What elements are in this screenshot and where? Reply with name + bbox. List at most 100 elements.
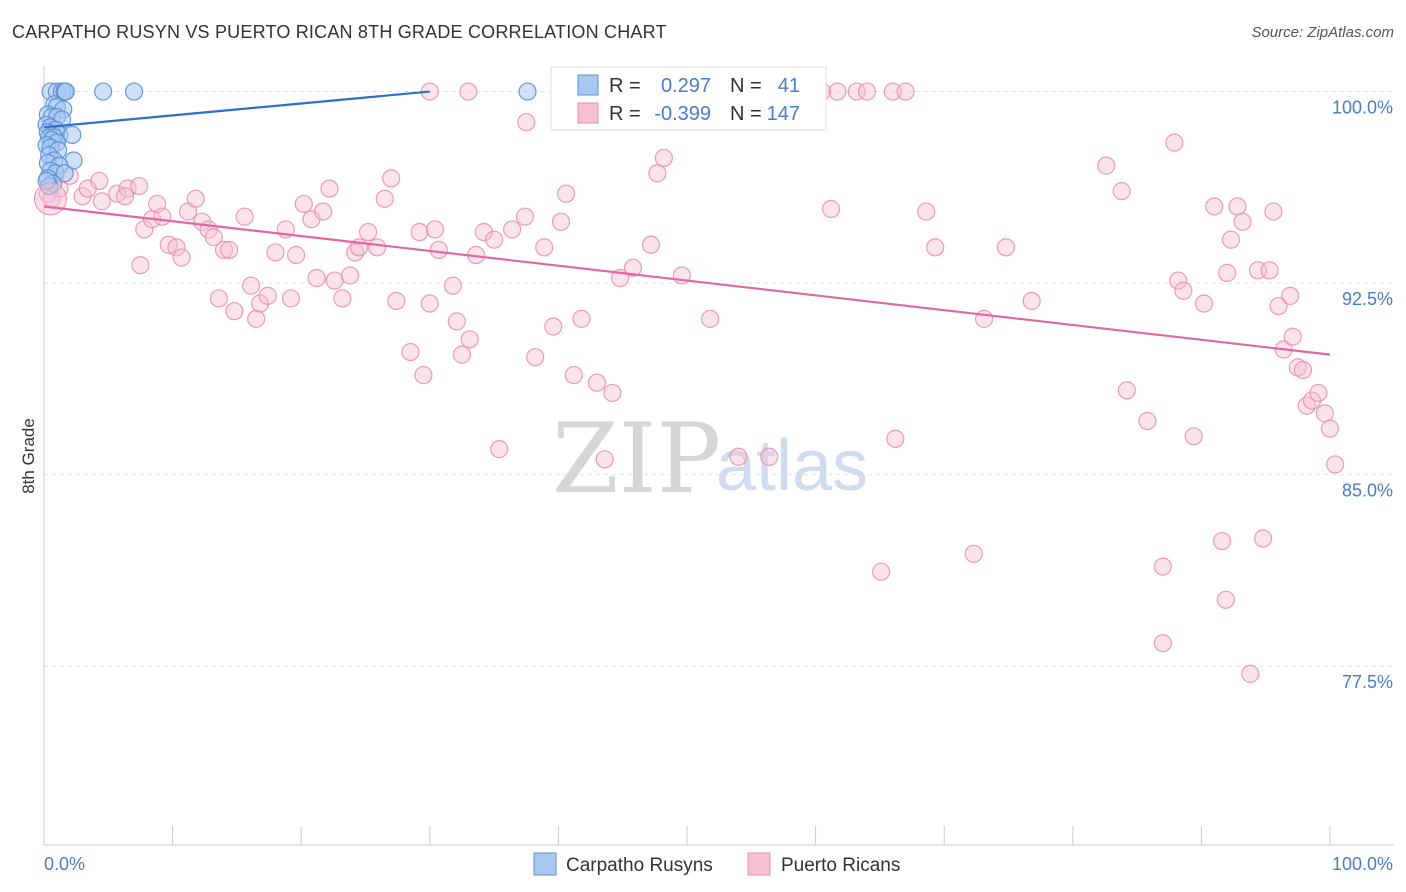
- pink-point: [131, 256, 150, 275]
- pink-point: [760, 447, 779, 466]
- watermark-zip: ZIP: [552, 403, 721, 515]
- pink-point: [410, 222, 429, 242]
- legend-r-value-0: 0.297: [661, 75, 711, 97]
- blue-point: [56, 82, 75, 101]
- pink-point: [1216, 590, 1235, 609]
- blue-point: [94, 82, 113, 101]
- pink-point: [1212, 531, 1232, 551]
- pink-point: [135, 220, 154, 239]
- pink-point: [1233, 212, 1252, 231]
- pink-point: [325, 271, 344, 290]
- legend-swatch-pink: [577, 102, 599, 124]
- pink-point: [307, 268, 326, 288]
- pink-point: [313, 202, 333, 221]
- pink-point: [340, 266, 360, 285]
- pink-point: [266, 243, 285, 262]
- pink-point: [701, 309, 720, 328]
- pink-point: [1117, 381, 1136, 400]
- pink-point: [429, 240, 448, 259]
- pink-point: [1165, 133, 1184, 152]
- pink-point: [1281, 286, 1300, 305]
- pink-trend-line: [43, 205, 1331, 356]
- pink-point: [896, 82, 915, 101]
- pink-point: [535, 238, 554, 257]
- pink-point: [250, 294, 270, 313]
- legend-r-label-1: R =: [609, 103, 641, 125]
- pink-point: [1153, 557, 1172, 576]
- pink-point: [1283, 327, 1302, 346]
- blue-point: [518, 82, 537, 101]
- pink-point: [401, 342, 420, 362]
- pink-point: [1326, 455, 1345, 474]
- y-tick-label: 100.0%: [1332, 98, 1393, 118]
- scatter-points: [33, 82, 1345, 683]
- pink-point: [153, 207, 172, 226]
- pink-point: [557, 184, 576, 203]
- pink-point: [883, 82, 902, 101]
- pink-point: [474, 222, 493, 242]
- pink-point: [320, 179, 339, 198]
- blue-point: [55, 164, 74, 183]
- chart-title: CARPATHO RUSYN VS PUERTO RICAN 8TH GRADE…: [12, 22, 667, 42]
- pink-point: [358, 222, 378, 242]
- pink-point: [225, 302, 244, 321]
- bottom-legend-swatch-pink: [747, 852, 771, 876]
- pink-point: [443, 276, 463, 295]
- pink-point: [1218, 263, 1237, 282]
- blue-point: [63, 125, 82, 145]
- pink-point: [382, 169, 401, 188]
- pink-point: [1174, 281, 1193, 300]
- pink-point: [964, 544, 983, 563]
- pink-point: [1153, 634, 1172, 653]
- pink-point: [1309, 383, 1328, 403]
- watermark-atlas: atlas: [716, 426, 868, 506]
- pink-point: [1194, 294, 1214, 313]
- pink-point: [544, 317, 563, 336]
- pink-point: [526, 348, 545, 367]
- pink-point: [641, 235, 661, 254]
- pink-point: [1205, 197, 1224, 216]
- legend-swatch-blue: [577, 74, 599, 96]
- legend-r-value-1: -0.399: [654, 103, 711, 125]
- pink-point: [917, 202, 936, 221]
- pink-point: [1260, 261, 1279, 280]
- pink-point: [974, 309, 994, 328]
- pink-point: [425, 220, 445, 239]
- pink-point: [172, 248, 191, 267]
- y-tick-labels: 77.5% 85.0% 92.5% 100.0%: [1332, 98, 1393, 693]
- bottom-legend-swatch-blue: [533, 852, 557, 876]
- pink-point: [623, 258, 643, 277]
- y-axis-label: 8th Grade: [19, 418, 38, 494]
- pink-point: [209, 289, 228, 308]
- pink-point: [241, 276, 261, 295]
- pink-point: [1297, 396, 1316, 415]
- chart-source: Source: ZipAtlas.com: [1251, 24, 1394, 41]
- pink-point: [1228, 197, 1247, 216]
- pink-point: [387, 291, 406, 311]
- pink-point: [503, 220, 522, 239]
- pink-point: [130, 176, 149, 196]
- pink-point: [460, 330, 479, 349]
- grid-lines: [44, 91, 1394, 667]
- pink-point: [1241, 664, 1260, 683]
- pink-point: [90, 171, 109, 191]
- pink-point: [1315, 404, 1334, 423]
- pink-point: [1169, 271, 1188, 290]
- pink-point: [452, 345, 472, 364]
- pink-point: [420, 294, 439, 313]
- pink-point: [996, 238, 1016, 257]
- pink-point: [595, 450, 614, 469]
- x-tick-label-0: 0.0%: [44, 854, 85, 874]
- pink-point: [1022, 291, 1041, 311]
- pink-point: [1293, 360, 1313, 380]
- legend-n-label-1: N =: [730, 103, 762, 125]
- pink-point: [367, 238, 387, 257]
- pink-point: [1138, 411, 1157, 431]
- pink-point: [490, 440, 509, 459]
- x-ticks: [43, 826, 1331, 845]
- pink-point: [375, 189, 394, 208]
- pink-point: [515, 207, 535, 226]
- pink-point: [564, 365, 583, 385]
- pink-point: [1254, 529, 1273, 548]
